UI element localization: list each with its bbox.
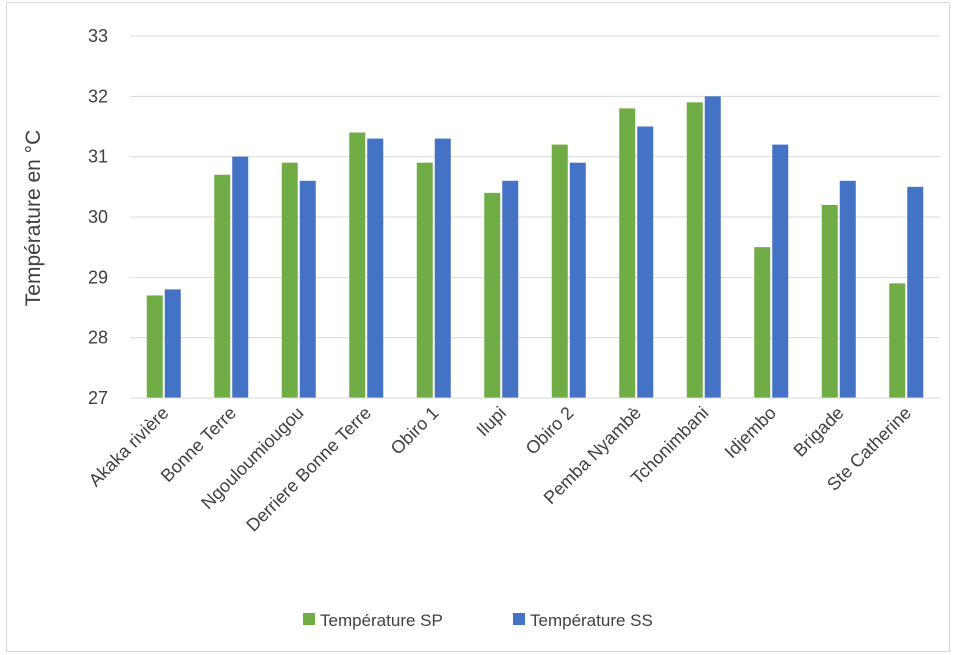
bar-sp (349, 132, 366, 399)
legend-swatch (513, 613, 525, 625)
y-axis-title: Température en °C (22, 130, 45, 306)
y-tick-label: 31 (88, 147, 108, 167)
bar-sp (619, 108, 636, 399)
bar-sp (754, 247, 771, 398)
bar-ss (704, 96, 721, 398)
bar-sp (416, 162, 433, 398)
x-tick-label: Akaka rivière (85, 403, 173, 491)
bar-sp (686, 102, 703, 398)
y-tick-label: 29 (88, 267, 108, 287)
y-tick-label: 30 (88, 207, 108, 227)
bar-ss (367, 138, 384, 399)
bar-ss (772, 144, 789, 398)
bar-ss (232, 156, 249, 398)
bar-ss (434, 138, 451, 399)
y-axis-ticks: 27 28 29 30 31 32 33 (88, 26, 108, 408)
y-tick-label: 27 (88, 388, 108, 408)
bar-sp (146, 295, 163, 398)
bar-ss (164, 289, 181, 398)
bar-sp (551, 144, 568, 398)
bar-ss (569, 162, 586, 398)
x-tick-label: Ilupi (473, 403, 510, 440)
bar-sp (821, 204, 838, 398)
bar-ss (907, 186, 924, 398)
x-tick-label: Obiro 2 (522, 403, 578, 459)
bar-ss (637, 126, 654, 398)
y-tick-label: 28 (88, 328, 108, 348)
bar-sp (889, 283, 906, 398)
bars (146, 96, 924, 399)
legend: Température SP Température SS (303, 611, 653, 630)
legend-swatch (303, 613, 315, 625)
bar-sp (214, 174, 231, 398)
gridlines (130, 35, 940, 339)
x-tick-label: Idjembo (721, 403, 780, 462)
x-tick-label: Derriere Bonne Terre (242, 403, 375, 536)
bar-sp (281, 162, 298, 398)
x-tick-label: Brigade (790, 403, 848, 461)
chart-frame (6, 2, 950, 652)
x-tick-label: Obiro 1 (387, 403, 443, 459)
bar-ss (502, 180, 519, 398)
legend-label: Température SP (320, 611, 443, 630)
bar-ss (299, 180, 316, 398)
legend-label: Température SS (530, 611, 653, 630)
y-tick-label: 32 (88, 86, 108, 106)
bar-sp (484, 192, 501, 398)
y-tick-label: 33 (88, 26, 108, 46)
bar-ss (839, 180, 856, 398)
